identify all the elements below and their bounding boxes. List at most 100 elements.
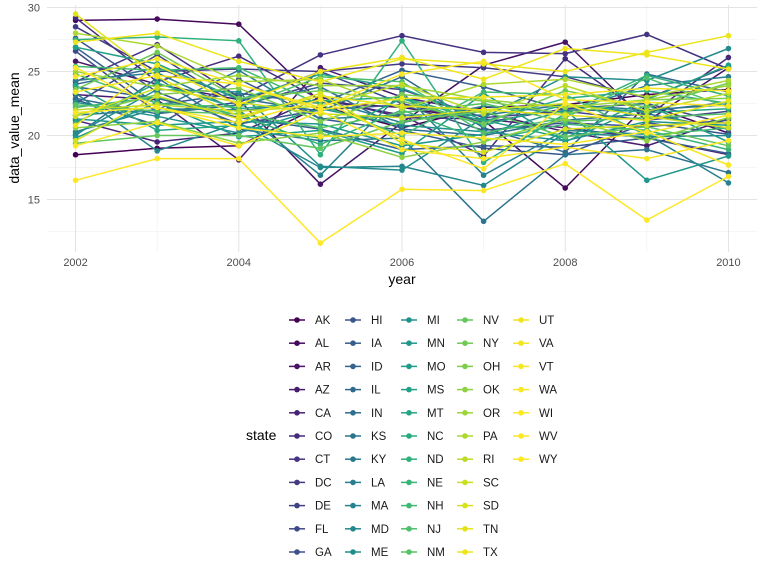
- legend-label: OR: [483, 408, 500, 420]
- legend-label: HI: [371, 315, 383, 327]
- legend-label: FL: [315, 524, 329, 536]
- data-point: [399, 167, 405, 173]
- data-point: [399, 81, 405, 88]
- data-point: [562, 185, 569, 191]
- legend-item-ri: RI: [457, 454, 495, 466]
- legend-label: MA: [371, 501, 389, 513]
- legend-key-point: [406, 526, 412, 532]
- data-point: [480, 76, 487, 83]
- data-point: [154, 43, 160, 49]
- data-point: [399, 67, 405, 74]
- legend-item-mn: MN: [401, 338, 445, 350]
- legend-key-point: [406, 386, 412, 393]
- data-point: [154, 119, 160, 126]
- data-point: [317, 181, 324, 187]
- data-point: [480, 149, 487, 155]
- data-point: [725, 73, 732, 80]
- legend-label: NE: [427, 477, 443, 489]
- data-point: [72, 142, 79, 149]
- legend-item-ky: KY: [345, 454, 387, 466]
- data-point: [480, 135, 487, 141]
- legend-label: MT: [427, 408, 444, 420]
- y-tick-label: 25: [28, 67, 40, 79]
- legend-key-point: [462, 340, 468, 347]
- legend-label: SC: [483, 477, 499, 489]
- series-wa: [72, 55, 732, 111]
- data-point: [399, 126, 405, 132]
- legend-key-point: [350, 502, 356, 509]
- x-tick-label: 2006: [390, 257, 414, 269]
- series-vt: [72, 104, 732, 168]
- data-point: [644, 146, 650, 153]
- data-point: [725, 146, 732, 153]
- series-ct: [72, 31, 732, 100]
- data-point: [725, 103, 732, 109]
- legend-key-point: [350, 526, 356, 532]
- legend-item-la: LA: [345, 477, 385, 489]
- data-point: [480, 139, 487, 145]
- axes: 2002 2004 2006 2008 2010 15 20 25 30: [28, 3, 741, 269]
- data-point: [562, 39, 569, 45]
- legend-key-point: [462, 526, 468, 532]
- data-point: [480, 218, 487, 225]
- legend-label: LA: [371, 477, 385, 489]
- legend-key-point: [350, 433, 356, 439]
- data-point: [154, 104, 160, 111]
- legend-key-point: [406, 456, 412, 463]
- data-point: [72, 14, 79, 21]
- legend-key-point: [350, 549, 356, 555]
- data-point: [725, 153, 732, 159]
- legend-key-point: [462, 549, 468, 555]
- data-point: [644, 217, 650, 223]
- legend-key-point: [294, 433, 300, 439]
- data-point: [725, 77, 732, 84]
- legend-key-point: [406, 549, 412, 555]
- data-point: [562, 87, 569, 94]
- legend-item-de: DE: [289, 501, 331, 513]
- data-point: [562, 100, 569, 107]
- legend-item-mo: MO: [401, 361, 446, 373]
- data-point: [72, 58, 79, 65]
- legend-item-oh: OH: [457, 361, 500, 373]
- data-point: [317, 134, 324, 140]
- legend-label: VT: [539, 361, 554, 373]
- legend-item-il: IL: [345, 385, 381, 397]
- legend-label: CT: [315, 454, 330, 466]
- data-point: [399, 140, 405, 147]
- legend-key-point: [294, 502, 300, 509]
- data-point: [154, 62, 160, 68]
- data-point: [235, 113, 242, 120]
- legend-key-point: [518, 410, 524, 416]
- legend-item-me: ME: [345, 547, 389, 559]
- legend-item-ny: NY: [457, 338, 499, 350]
- data-point: [317, 78, 324, 85]
- data-point: [399, 136, 405, 143]
- legend-key-point: [406, 410, 412, 416]
- data-point: [235, 85, 242, 91]
- legend-key-point: [406, 433, 412, 439]
- legend-key-point: [518, 317, 524, 323]
- data-point: [725, 82, 732, 89]
- legend-key-point: [350, 363, 356, 370]
- legend-item-nm: NM: [401, 547, 445, 559]
- data-point: [480, 159, 487, 166]
- data-point: [235, 58, 242, 65]
- legend-label: IL: [371, 385, 381, 397]
- legend-item-in: IN: [345, 408, 383, 420]
- legend-label: DC: [315, 477, 332, 489]
- data-point: [399, 95, 405, 102]
- legend-key-point: [462, 433, 468, 439]
- legend-key-point: [518, 456, 524, 463]
- data-point: [644, 177, 650, 184]
- data-point: [154, 49, 160, 56]
- data-point: [154, 67, 160, 74]
- data-point: [235, 72, 242, 79]
- series-sd: [72, 90, 732, 155]
- legend-label: NM: [427, 547, 445, 559]
- data-point: [644, 155, 650, 162]
- legend-item-nv: NV: [457, 315, 499, 327]
- x-axis-title: year: [388, 271, 416, 287]
- data-point: [72, 137, 79, 144]
- data-point: [562, 116, 569, 122]
